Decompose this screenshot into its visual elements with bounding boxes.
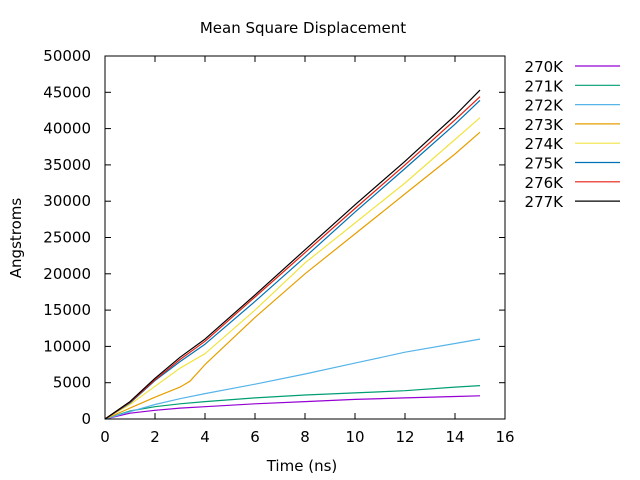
x-tick-label: 16	[495, 428, 514, 446]
legend-label: 271K	[525, 77, 565, 95]
y-tick-label: 35000	[43, 156, 91, 174]
legend-label: 270K	[525, 58, 565, 76]
chart-title: Mean Square Displacement	[200, 19, 406, 37]
x-axis-label: Time (ns)	[266, 457, 338, 475]
x-tick-label: 14	[445, 428, 464, 446]
plot-frame	[104, 55, 506, 420]
series-line-273K	[104, 131, 481, 420]
y-tick-label: 40000	[43, 120, 91, 138]
x-tick-label: 4	[200, 428, 210, 446]
axis-ticks: 0 2 4 6 8 10 12 14 16 0 5000 10000 15000 20000 25000 30…	[43, 47, 514, 446]
y-tick-label: 30000	[43, 192, 91, 210]
series-line-277K	[104, 89, 481, 420]
series-line-272K	[104, 338, 481, 420]
series-group	[104, 89, 481, 420]
legend-label: 272K	[525, 97, 565, 115]
series-line-271K	[104, 385, 481, 420]
legend-label: 274K	[525, 135, 565, 153]
y-tick-label: 15000	[43, 301, 91, 319]
y-tick-label: 20000	[43, 265, 91, 283]
x-tick-label: 6	[250, 428, 260, 446]
y-tick-label: 0	[81, 410, 91, 428]
legend-label: 273K	[525, 116, 565, 134]
series-line-270K	[104, 395, 481, 420]
x-tick-label: 12	[395, 428, 414, 446]
series-line-274K	[104, 117, 481, 420]
series-line-276K	[104, 96, 481, 420]
x-tick-label: 8	[300, 428, 310, 446]
y-axis-label: Angstroms	[7, 198, 25, 279]
y-tick-label: 25000	[43, 229, 91, 247]
x-tick-label: 2	[150, 428, 160, 446]
y-tick-label: 5000	[53, 374, 91, 392]
legend-label: 276K	[525, 174, 565, 192]
y-tick-label: 45000	[43, 83, 91, 101]
legend-label: 277K	[525, 193, 565, 211]
y-tick-label: 50000	[43, 47, 91, 65]
legend-label: 275K	[525, 155, 565, 173]
x-tick-label: 0	[100, 428, 110, 446]
y-tick-label: 10000	[43, 337, 91, 355]
x-tick-label: 10	[345, 428, 364, 446]
